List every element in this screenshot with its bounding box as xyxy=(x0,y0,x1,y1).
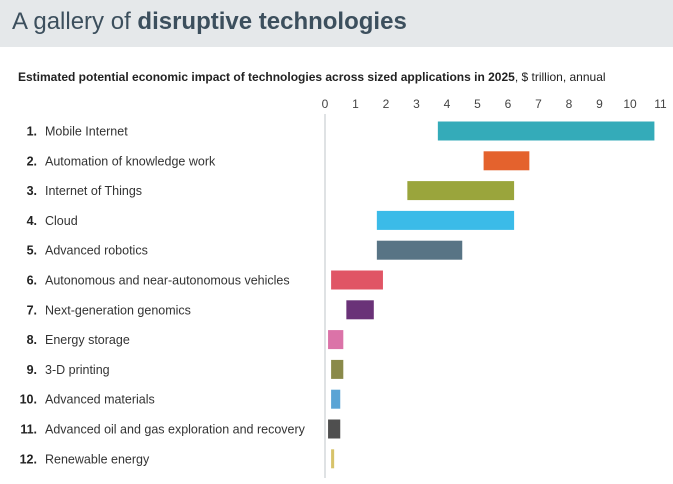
row-label: 3-D printing xyxy=(45,363,110,377)
row-label: Advanced materials xyxy=(45,393,155,407)
row-label: Next-generation genomics xyxy=(45,303,191,317)
page-title-bold: disruptive technologies xyxy=(137,8,407,35)
x-tick-label: 4 xyxy=(444,97,451,111)
row-rank: 4. xyxy=(27,214,37,228)
x-tick-label: 5 xyxy=(474,97,481,111)
row-rank: 7. xyxy=(27,303,37,317)
bar xyxy=(437,121,655,141)
row-label: Mobile Internet xyxy=(45,125,128,139)
chart-row: 12. Renewable energy xyxy=(20,449,335,469)
row-rank: 9. xyxy=(27,363,37,377)
bar xyxy=(331,359,344,379)
chart-rows: 1. Mobile Internet 2. Automation of knowled… xyxy=(20,121,655,469)
row-rank: 1. xyxy=(27,125,37,139)
bar xyxy=(331,449,335,469)
bar xyxy=(407,181,515,201)
bar xyxy=(328,330,344,350)
row-rank: 3. xyxy=(27,184,37,198)
x-tick-label: 9 xyxy=(596,97,603,111)
bar xyxy=(331,270,383,290)
chart-row: 5. Advanced robotics xyxy=(27,240,463,260)
bar xyxy=(376,240,463,260)
x-tick-label: 10 xyxy=(623,97,637,111)
chart-row: 1. Mobile Internet xyxy=(27,121,655,141)
row-rank: 5. xyxy=(27,244,37,258)
x-tick-label: 6 xyxy=(505,97,512,111)
x-tick-label: 2 xyxy=(383,97,390,111)
chart-row: 6. Autonomous and near-autonomous vehicle… xyxy=(27,270,383,290)
chart-title: Estimated potential economic impact of t… xyxy=(18,70,606,84)
chart-row: 8. Energy storage xyxy=(27,330,344,350)
chart-row: 4. Cloud xyxy=(27,210,515,230)
chart-title-bold: Estimated potential economic impact of t… xyxy=(18,70,515,84)
row-rank: 8. xyxy=(27,333,37,347)
chart-row: 2. Automation of knowledge work xyxy=(27,151,530,171)
chart-row: 11. Advanced oil and gas exploration and … xyxy=(20,419,341,439)
row-label: Advanced oil and gas exploration and rec… xyxy=(45,423,306,437)
row-rank: 10. xyxy=(20,393,37,407)
row-label: Automation of knowledge work xyxy=(45,154,216,168)
page-title-prefix: A gallery of xyxy=(12,8,138,35)
page-title: A gallery of disruptive technologies xyxy=(12,8,407,36)
bar xyxy=(328,419,341,439)
page-header: A gallery of disruptive technologies xyxy=(0,0,673,47)
row-label: Energy storage xyxy=(45,333,130,347)
bar xyxy=(483,151,530,171)
chart-row: 9. 3-D printing xyxy=(27,359,344,379)
row-label: Autonomous and near-autonomous vehicles xyxy=(45,274,290,288)
x-tick-label: 7 xyxy=(535,97,542,111)
x-tick-label: 3 xyxy=(413,97,420,111)
row-label: Renewable energy xyxy=(45,452,150,466)
row-rank: 11. xyxy=(20,423,37,437)
chart-row: 7. Next-generation genomics xyxy=(27,300,374,320)
x-tick-label: 11 xyxy=(654,97,667,111)
bar xyxy=(331,389,341,409)
chart-title-unit: , $ trillion, annual xyxy=(514,70,606,84)
row-rank: 6. xyxy=(27,274,37,288)
bar xyxy=(376,210,515,230)
x-tick-label: 8 xyxy=(566,97,573,111)
x-axis-ticks: 0 1 2 3 4 5 6 7 8 9 10 11 xyxy=(322,97,667,111)
row-label: Cloud xyxy=(45,214,78,228)
chart-row: 10. Advanced materials xyxy=(20,389,341,409)
x-tick-label: 1 xyxy=(352,97,359,111)
row-label: Internet of Things xyxy=(45,184,142,198)
chart-row: 3. Internet of Things xyxy=(27,181,515,201)
row-label: Advanced robotics xyxy=(45,244,148,258)
x-tick-label: 0 xyxy=(322,97,329,111)
bar xyxy=(346,300,374,320)
row-rank: 2. xyxy=(27,154,37,168)
row-rank: 12. xyxy=(20,452,37,466)
